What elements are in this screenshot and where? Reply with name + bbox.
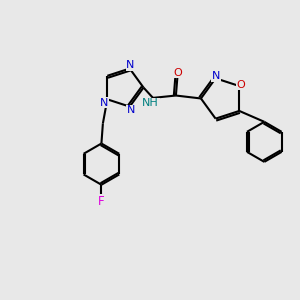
Text: N: N [127,105,135,115]
Text: F: F [98,195,105,208]
Text: O: O [236,80,245,89]
Text: N: N [100,98,109,108]
Text: N: N [126,60,134,70]
Text: O: O [174,68,182,78]
Text: NH: NH [142,98,159,108]
Text: N: N [212,71,220,81]
